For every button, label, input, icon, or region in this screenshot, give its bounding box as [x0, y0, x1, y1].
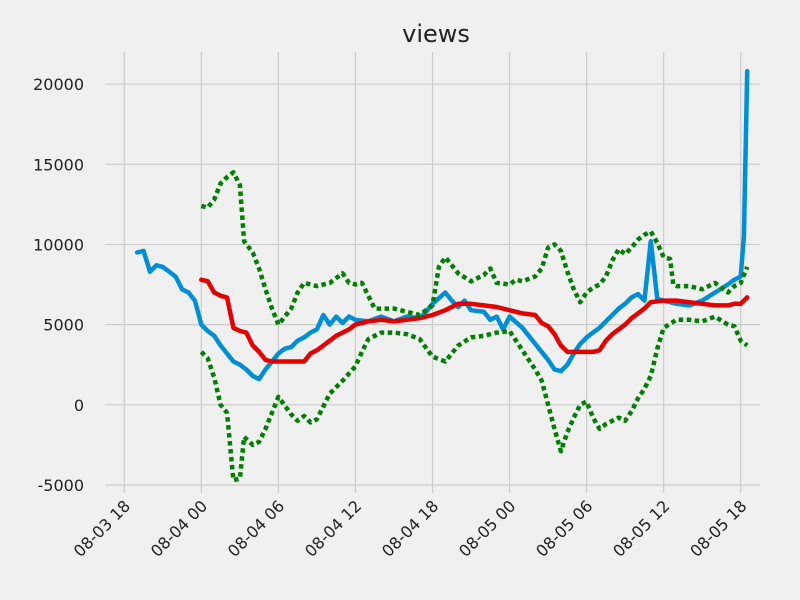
y-axis-ticks: -5000 0 5000 10000 15000 20000 — [33, 75, 84, 495]
y-tick-label: 20000 — [33, 75, 84, 94]
series-line-3 — [200, 170, 750, 327]
series-line-2 — [199, 277, 750, 364]
series-layer — [134, 68, 750, 483]
y-tick-label: 10000 — [33, 235, 84, 254]
y-tick-label: 15000 — [33, 155, 84, 174]
chart-title: views — [402, 20, 470, 48]
series-line-4 — [199, 314, 749, 483]
y-tick-label: 5000 — [43, 316, 84, 335]
y-tick-label: -5000 — [38, 476, 85, 495]
series-line-1 — [134, 68, 750, 382]
y-tick-label: 0 — [74, 396, 84, 415]
